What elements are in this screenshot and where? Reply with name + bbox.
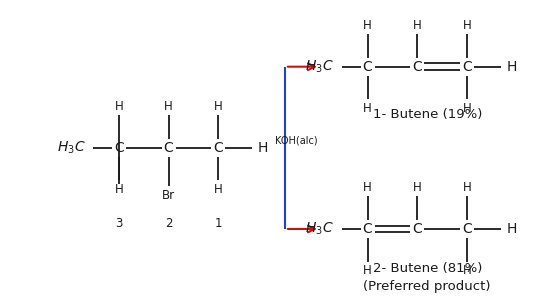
Text: H: H	[115, 100, 123, 113]
Text: 2: 2	[165, 217, 172, 229]
Text: H: H	[214, 183, 223, 196]
Text: (Preferred product): (Preferred product)	[363, 280, 491, 293]
Text: H: H	[413, 19, 422, 32]
Text: KOH(alc): KOH(alc)	[275, 136, 317, 146]
Text: Br: Br	[162, 189, 175, 202]
Text: H: H	[164, 100, 173, 113]
Text: H: H	[413, 181, 422, 194]
Text: H: H	[214, 100, 223, 113]
Text: H: H	[463, 19, 471, 32]
Text: H: H	[258, 141, 268, 155]
Text: H: H	[463, 181, 471, 194]
Text: C: C	[412, 60, 422, 74]
Text: $H_3C$: $H_3C$	[305, 221, 334, 237]
Text: C: C	[114, 141, 124, 155]
Text: H: H	[363, 102, 372, 115]
Text: H: H	[506, 60, 517, 74]
Text: C: C	[213, 141, 223, 155]
Text: H: H	[463, 102, 471, 115]
Text: H: H	[363, 181, 372, 194]
Text: C: C	[462, 60, 472, 74]
Text: H: H	[363, 264, 372, 277]
Text: H: H	[115, 183, 123, 196]
Text: $H_3C$: $H_3C$	[57, 140, 85, 156]
Text: C: C	[363, 60, 372, 74]
Text: H: H	[463, 264, 471, 277]
Text: H: H	[363, 19, 372, 32]
Text: C: C	[412, 222, 422, 236]
Text: C: C	[163, 141, 173, 155]
Text: 3: 3	[115, 217, 122, 229]
Text: 2- Butene (81%): 2- Butene (81%)	[372, 262, 482, 275]
Text: $H_3C$: $H_3C$	[305, 59, 334, 75]
Text: 1: 1	[214, 217, 222, 229]
Text: C: C	[462, 222, 472, 236]
Text: C: C	[363, 222, 372, 236]
Text: 1- Butene (19%): 1- Butene (19%)	[372, 108, 482, 121]
Text: H: H	[506, 222, 517, 236]
